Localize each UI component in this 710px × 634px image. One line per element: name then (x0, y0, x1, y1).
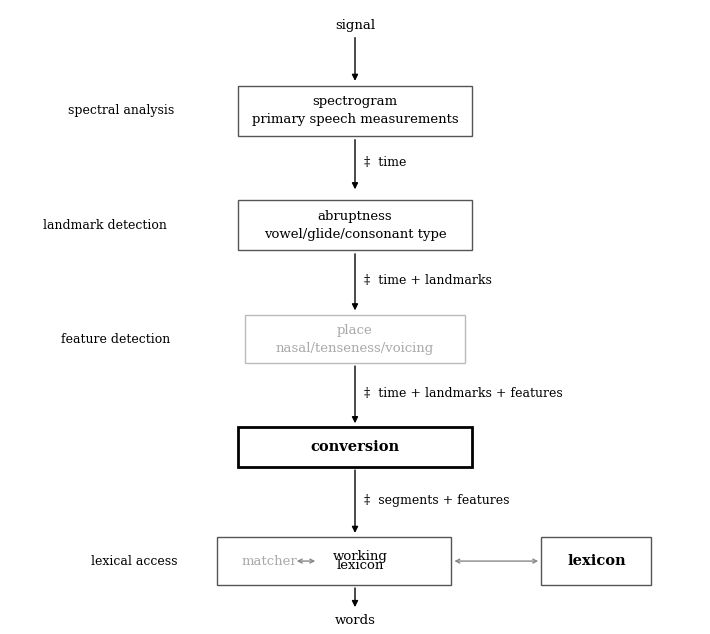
Text: conversion: conversion (310, 440, 400, 454)
FancyBboxPatch shape (238, 200, 472, 250)
Text: ‡  time + landmarks + features: ‡ time + landmarks + features (364, 387, 563, 400)
Text: signal: signal (335, 19, 375, 32)
Text: lexical access: lexical access (91, 555, 178, 567)
FancyBboxPatch shape (542, 537, 652, 585)
FancyBboxPatch shape (238, 427, 472, 467)
Text: working: working (333, 550, 388, 563)
Text: feature detection: feature detection (61, 333, 170, 346)
Text: words: words (334, 614, 376, 626)
Text: ‡  time + landmarks: ‡ time + landmarks (364, 275, 492, 287)
FancyBboxPatch shape (238, 86, 472, 136)
Text: ‡  time: ‡ time (364, 157, 407, 169)
Text: matcher: matcher (242, 555, 297, 567)
FancyBboxPatch shape (217, 537, 451, 585)
Text: lexicon: lexicon (567, 554, 626, 568)
Text: abruptness
vowel/glide/consonant type: abruptness vowel/glide/consonant type (263, 210, 447, 240)
Text: lexicon: lexicon (337, 559, 384, 572)
Text: spectral analysis: spectral analysis (67, 105, 174, 117)
Text: spectrogram
primary speech measurements: spectrogram primary speech measurements (251, 96, 459, 126)
Text: place
nasal/tenseness/voicing: place nasal/tenseness/voicing (276, 324, 434, 354)
Text: landmark detection: landmark detection (43, 219, 167, 231)
FancyBboxPatch shape (245, 315, 465, 363)
Text: ‡  segments + features: ‡ segments + features (364, 495, 510, 507)
